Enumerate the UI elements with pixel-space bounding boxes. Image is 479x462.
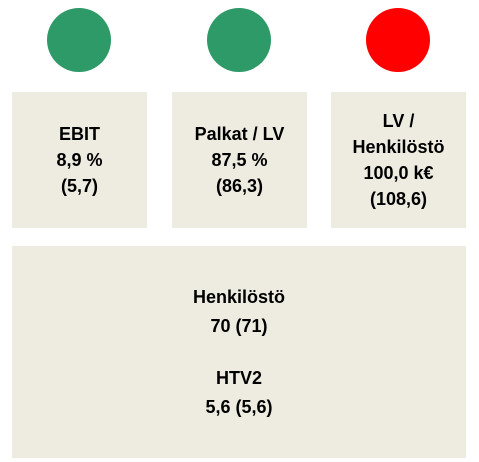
kpi-text: (108,6) — [369, 189, 428, 209]
summary-title: HTV2 — [215, 367, 262, 388]
kpi-text: 8,9 % — [56, 150, 103, 170]
kpi-text: LV / — [382, 111, 415, 131]
summary-value: 70 (71) — [210, 315, 268, 336]
status-dot — [207, 8, 271, 72]
summary-title: Henkilöstö — [192, 286, 285, 307]
kpi-text: 100,0 k€ — [363, 163, 434, 183]
kpi-text: (86,3) — [215, 176, 264, 196]
kpi-text: 87,5 % — [211, 150, 268, 170]
kpi-text: (5,7) — [60, 176, 98, 196]
summary-group: Henkilöstö 70 (71) — [193, 283, 285, 341]
kpi-box: EBIT 8,9 % (5,7) — [12, 92, 147, 228]
kpi-text: EBIT — [58, 124, 100, 144]
kpi-box: Palkat / LV 87,5 % (86,3) — [172, 92, 307, 228]
status-dot — [47, 8, 111, 72]
summary-group: HTV2 5,6 (5,6) — [205, 364, 272, 422]
summary-value: 5,6 (5,6) — [205, 396, 273, 417]
status-dot — [366, 8, 430, 72]
kpi-text: Henkilöstö — [352, 137, 445, 157]
summary-box: Henkilöstö 70 (71) HTV2 5,6 (5,6) — [12, 246, 466, 458]
kpi-text: Palkat / LV — [194, 124, 285, 144]
kpi-box: LV / Henkilöstö 100,0 k€ (108,6) — [331, 92, 466, 228]
